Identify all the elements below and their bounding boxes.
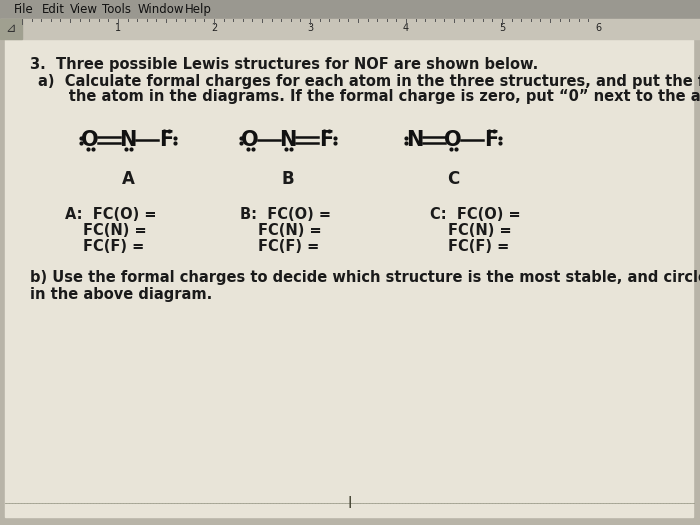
Text: C: C [447, 170, 459, 188]
Text: 5: 5 [499, 23, 505, 33]
Text: File: File [14, 3, 34, 16]
Text: View: View [70, 3, 98, 16]
Text: ⊿: ⊿ [6, 23, 16, 36]
Text: N: N [406, 130, 424, 150]
Text: Edit: Edit [42, 3, 65, 16]
Text: 3.  Three possible Lewis structures for NOF are shown below.: 3. Three possible Lewis structures for N… [30, 57, 538, 72]
Text: FC(F) =: FC(F) = [83, 239, 144, 254]
Bar [0, 19, 22, 39]
Text: Window: Window [138, 3, 185, 16]
Text: b) Use the formal charges to decide which structure is the most stable, and circ: b) Use the formal charges to decide whic… [30, 270, 700, 285]
Text: Tools: Tools [102, 3, 131, 16]
Text: 2: 2 [211, 23, 217, 33]
Text: B:  FC(O) =: B: FC(O) = [240, 207, 331, 222]
Text: FC(F) =: FC(F) = [258, 239, 319, 254]
Text: 6: 6 [595, 23, 601, 33]
Text: O: O [241, 130, 259, 150]
Text: O: O [444, 130, 462, 150]
Text: F: F [319, 130, 333, 150]
Bar [0, 0, 700, 19]
Text: in the above diagram.: in the above diagram. [30, 287, 212, 302]
Text: 3: 3 [307, 23, 313, 33]
Text: 4: 4 [403, 23, 409, 33]
Text: N: N [279, 130, 297, 150]
Text: C:  FC(O) =: C: FC(O) = [430, 207, 521, 222]
Text: a)  Calculate formal charges for each atom in the three structures, and put the : a) Calculate formal charges for each ato… [38, 74, 700, 89]
Bar [0, 19, 700, 39]
Text: F: F [159, 130, 173, 150]
Text: F: F [484, 130, 498, 150]
Text: I: I [348, 496, 352, 511]
Text: FC(N) =: FC(N) = [83, 223, 146, 238]
Text: FC(N) =: FC(N) = [258, 223, 321, 238]
Text: A: A [122, 170, 134, 188]
Text: the atom in the diagrams. If the formal charge is zero, put “0” next to the atom: the atom in the diagrams. If the formal … [38, 89, 700, 104]
Text: Help: Help [185, 3, 212, 16]
Text: B: B [281, 170, 294, 188]
Text: FC(N) =: FC(N) = [448, 223, 512, 238]
Text: A:  FC(O) =: A: FC(O) = [65, 207, 157, 222]
Text: 1: 1 [115, 23, 121, 33]
Text: O: O [81, 130, 99, 150]
Text: N: N [119, 130, 136, 150]
Text: FC(F) =: FC(F) = [448, 239, 510, 254]
